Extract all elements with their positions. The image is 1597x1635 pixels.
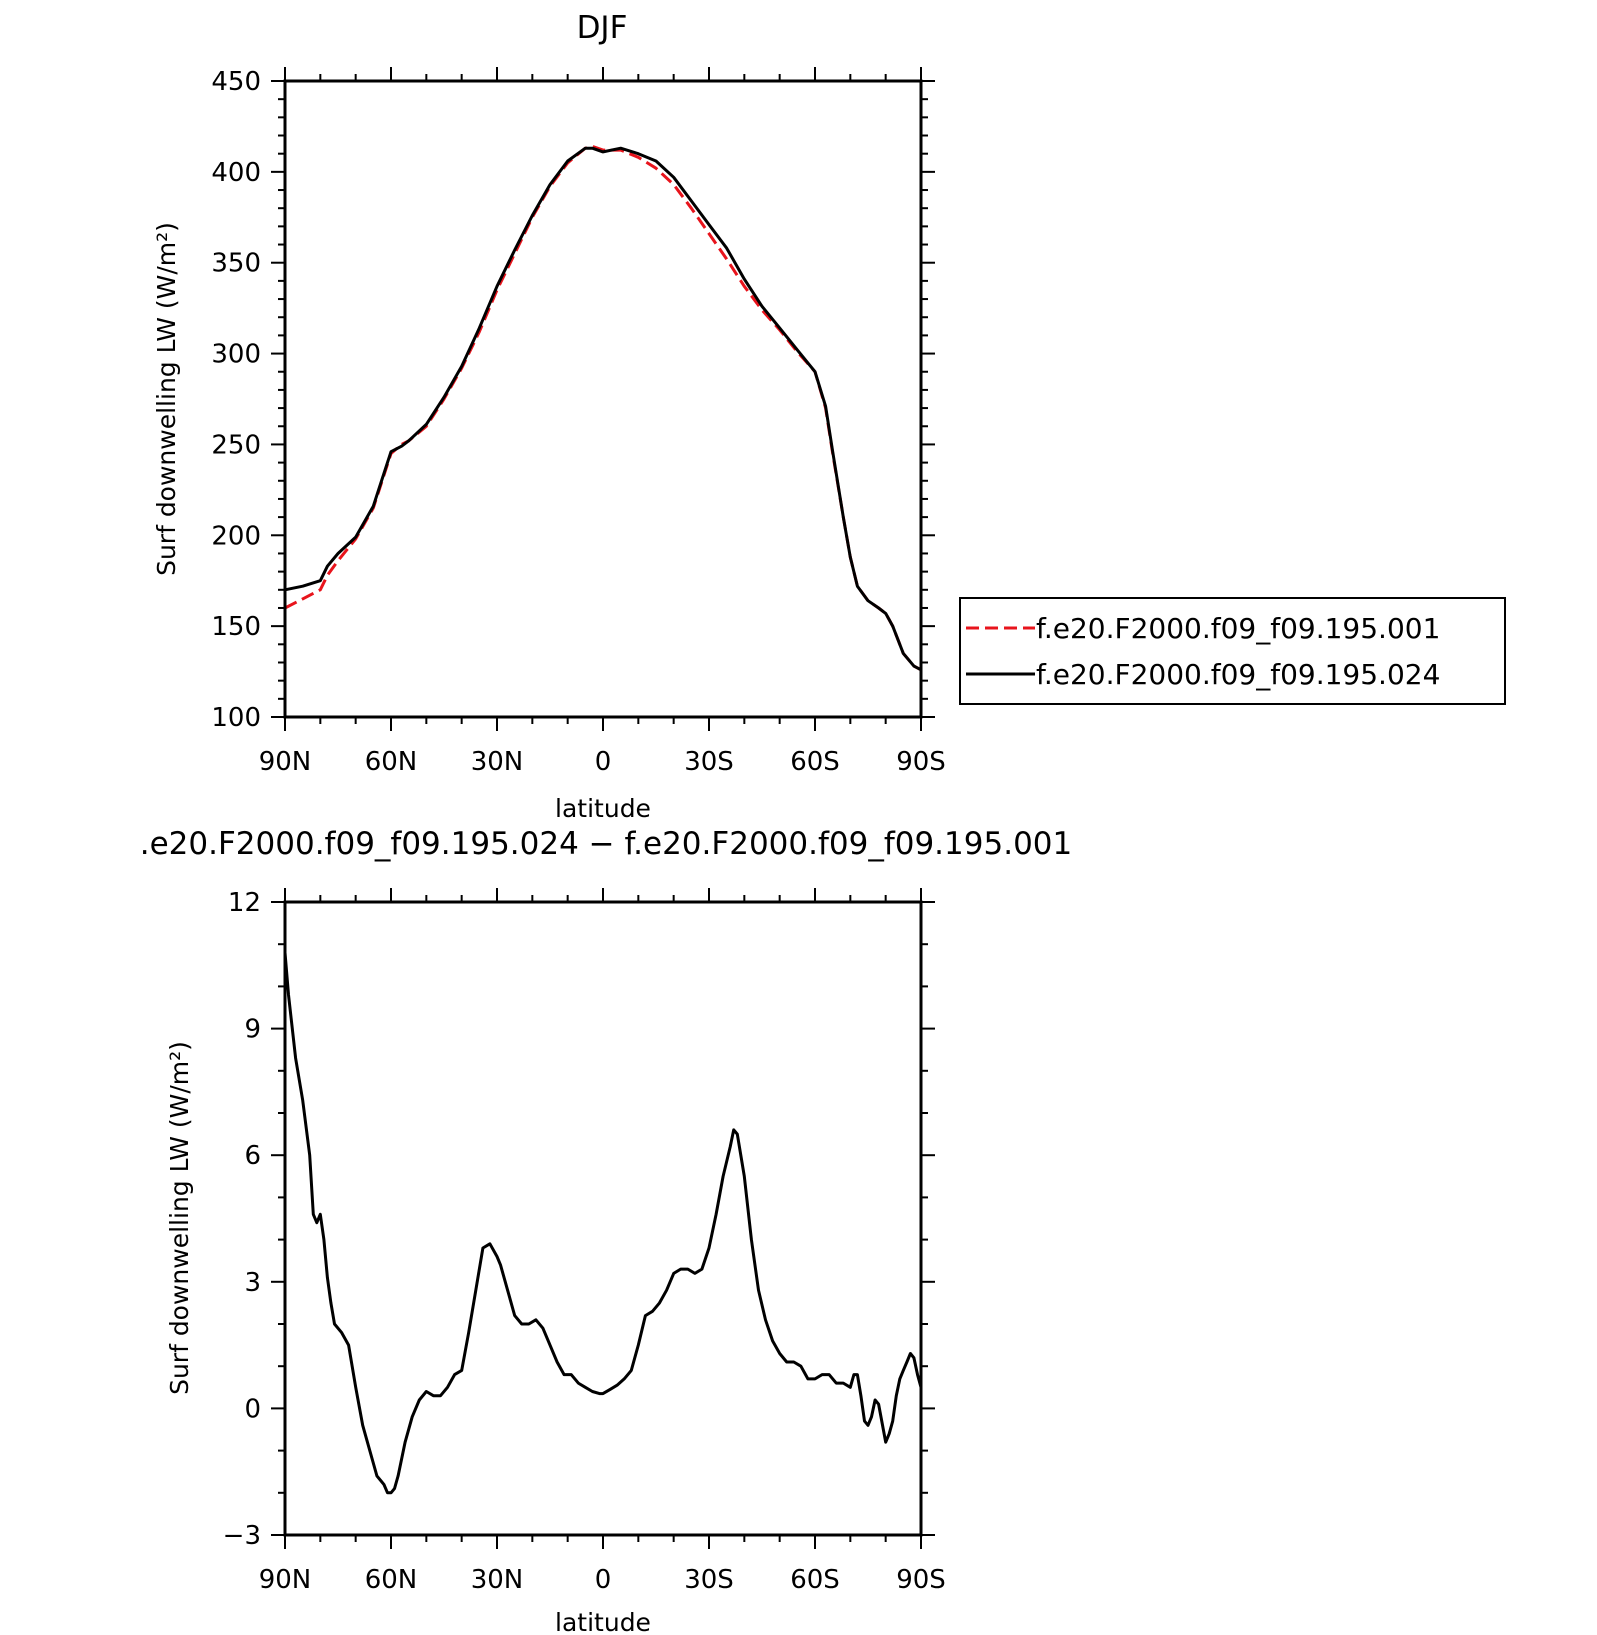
top-x-tick-label: 30S [684,747,734,777]
legend-box [959,597,1506,705]
bottom-x-tick-label: 0 [595,1565,612,1595]
top-x-tick-label: 30N [471,747,524,777]
bottom-x-tick-label: 30N [471,1565,524,1595]
legend: f.e20.F2000.f09_f09.195.001 f.e20.F2000.… [959,597,1506,705]
top-x-tick-label: 60N [365,747,418,777]
bottom-x-tick-label: 90S [896,1565,946,1595]
top-x-tick-label: 90S [896,747,946,777]
legend-label-series-2: f.e20.F2000.f09_f09.195.024 [1036,658,1440,691]
bottom-series-line-1 [283,952,923,1495]
top-y-tick-label: 300 [211,340,261,370]
top-y-axis-label: Surf downwelling LW (W/m²) [152,222,181,576]
bottom-y-tick-label: 3 [244,1268,261,1298]
bottom-x-tick-label: 90N [259,1565,312,1595]
bottom-y-axis-label: Surf downwelling LW (W/m²) [165,1041,194,1395]
top-y-tick-label: 250 [211,430,261,460]
bottom-x-tick-label: 60N [365,1565,418,1595]
top-panel: DJF 100 150 200 250 300 350 400 450 90N 60N 30N 0 3… [152,10,1506,823]
top-y-tick-label: 450 [211,67,261,97]
bottom-y-tick-label: 6 [244,1141,261,1171]
bottom-y-tick-label: 9 [244,1015,261,1045]
bottom-y-tick-labels: −3 0 3 6 9 12 [223,888,261,1551]
top-x-tick-label: 90N [259,747,312,777]
top-y-tick-label: 150 [211,612,261,642]
bottom-y-tick-label: −3 [223,1521,261,1551]
top-y-tick-labels: 100 150 200 250 300 350 400 450 [211,67,261,733]
top-y-tick-label: 400 [211,158,261,188]
bottom-x-tick-label: 30S [684,1565,734,1595]
top-series-lines [284,144,922,672]
bottom-plot-frame [283,900,923,1537]
bottom-x-tick-label: 60S [790,1565,840,1595]
bottom-x-axis-label: latitude [555,1608,651,1635]
top-plot-frame [283,79,923,719]
bottom-y-tick-label: 0 [244,1394,261,1424]
top-x-tick-label: 0 [595,747,612,777]
top-y-tick-label: 100 [211,703,261,733]
bottom-chart-title: .e20.F2000.f09_f09.195.024 − f.e20.F2000… [140,826,1072,862]
top-chart-title: DJF [577,10,628,46]
bottom-x-tick-labels: 90N 60N 30N 0 30S 60S 90S [259,1565,946,1595]
legend-label-series-1: f.e20.F2000.f09_f09.195.001 [1036,612,1440,645]
top-y-tick-label: 200 [211,521,261,551]
top-y-tick-label: 350 [211,249,261,279]
bottom-panel: .e20.F2000.f09_f09.195.024 − f.e20.F2000… [140,826,1072,1635]
top-x-tick-labels: 90N 60N 30N 0 30S 60S 90S [259,747,946,777]
bottom-series-lines [283,952,923,1495]
top-x-tick-label: 60S [790,747,840,777]
top-series-line-2 [284,146,922,672]
bottom-y-tick-label: 12 [228,888,261,918]
top-x-axis-label: latitude [555,794,651,823]
top-axis-ticks [271,67,935,731]
